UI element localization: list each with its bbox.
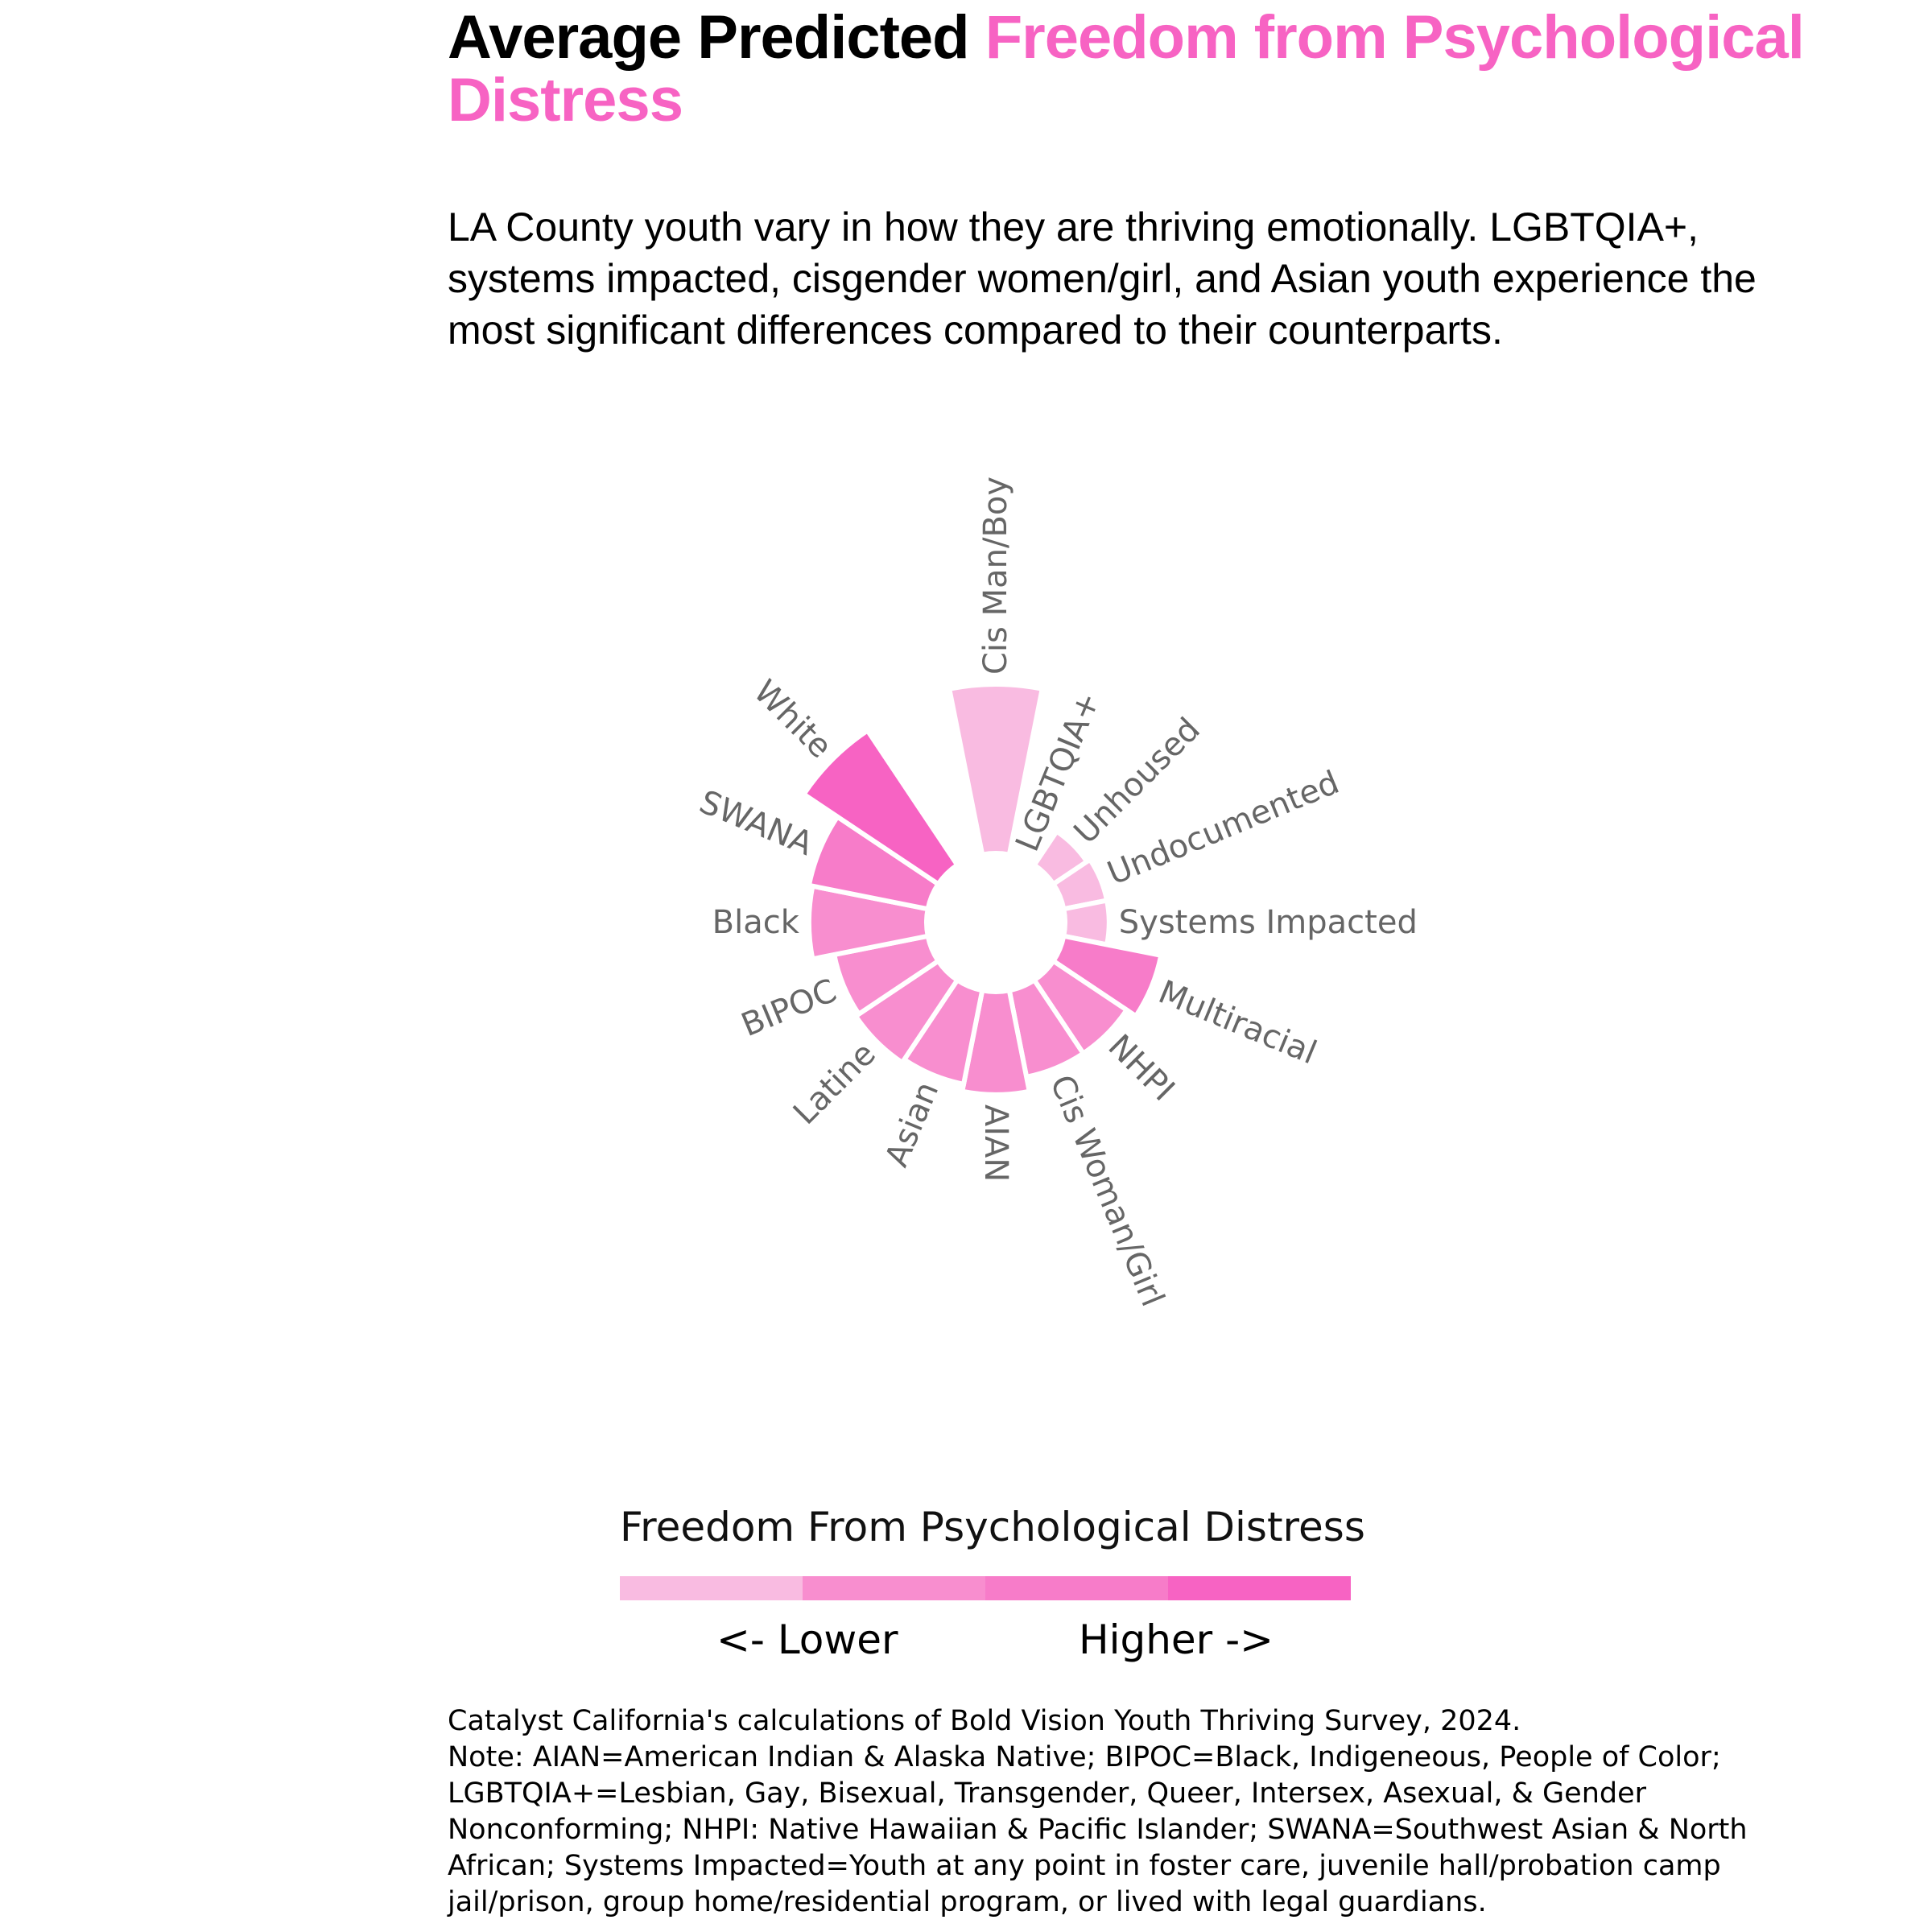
category-label: Systems Impacted <box>1119 904 1418 941</box>
radial-bar-chart: Cis Man/BoyLGBTQIA+UnhousedUndocumentedS… <box>694 477 1418 1312</box>
category-label: NHPI <box>1101 1028 1182 1108</box>
legend-title: Freedom From Psychological Distress <box>620 1504 1365 1550</box>
category-label: White <box>746 673 839 766</box>
category-label: Cis Woman/Girl <box>1042 1070 1171 1312</box>
bar-white <box>800 727 961 888</box>
title-plain: Average Predicted <box>448 3 970 72</box>
title-accent: Freedom from Psychological <box>985 3 1805 72</box>
footnote: Catalyst California's calculations of Bo… <box>448 1703 1816 1921</box>
category-label: AIAN <box>977 1104 1014 1182</box>
category-label: Cis Man/Boy <box>977 477 1014 675</box>
legend-low-label: <- Lower <box>716 1616 898 1663</box>
legend-high-label: Higher -> <box>1079 1616 1274 1663</box>
legend-swatch-1 <box>620 1576 803 1600</box>
bar-swana <box>806 813 942 912</box>
category-label: Black <box>712 904 800 941</box>
category-label: Asian <box>878 1076 946 1171</box>
bar-latine <box>852 957 961 1067</box>
footnote-line: Nonconforming; NHPI: Native Hawaiian & P… <box>448 1814 1748 1846</box>
legend-swatch-2 <box>803 1576 985 1600</box>
legend-color-scale <box>620 1576 1351 1600</box>
category-label: Latine <box>786 1035 883 1132</box>
page-title: Average Predicted Freedom from Psycholog… <box>448 6 1832 132</box>
footnote-line: Catalyst California's calculations of Bo… <box>448 1705 1521 1737</box>
footnote-line: African; Systems Impacted=Youth at any p… <box>448 1850 1721 1882</box>
footnote-line: Note: AIAN=American Indian & Alaska Nati… <box>448 1741 1721 1773</box>
category-label: BIPOC <box>737 972 842 1044</box>
footnote-line: jail/prison, group home/residential prog… <box>448 1886 1487 1918</box>
bar-cis-man-boy <box>946 682 1046 858</box>
footnote-line: LGBTQIA+=Lesbian, Gay, Bisexual, Transge… <box>448 1777 1647 1810</box>
bar-multiracial <box>1050 933 1164 1020</box>
page-subtitle: LA County youth vary in how they are thr… <box>448 204 1757 353</box>
title-accent-line2: Distress <box>448 66 683 134</box>
legend-swatch-3 <box>985 1576 1168 1600</box>
legend-swatch-4 <box>1168 1576 1351 1600</box>
category-label: Multiracial <box>1154 973 1322 1071</box>
category-label: SWANA <box>694 783 818 863</box>
